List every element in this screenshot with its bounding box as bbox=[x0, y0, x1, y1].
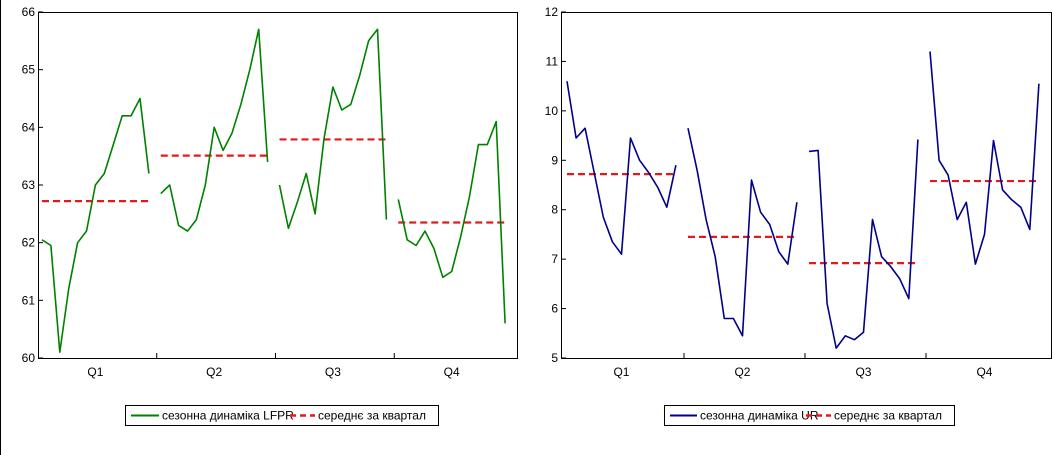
y-tick-label: 5 bbox=[551, 351, 558, 365]
x-tick-label: Q2 bbox=[206, 365, 222, 379]
y-tick-label: 62 bbox=[22, 236, 36, 250]
series-line-q1 bbox=[566, 81, 677, 255]
x-tick-label: Q1 bbox=[613, 365, 629, 379]
y-tick-label: 11 bbox=[546, 54, 559, 68]
ur-legend-label-mean: середнє за квартал bbox=[834, 409, 942, 423]
ur-y-axis: 5 6 7 8 9 10 11 12 bbox=[545, 5, 566, 365]
lfpr-chart: 60 61 62 63 64 65 66 Q1 Q2 Q3 Q4 сезонна динаміка… bbox=[22, 5, 518, 426]
x-tick-label: Q4 bbox=[444, 365, 460, 379]
ur-seasonal-lines bbox=[566, 51, 1040, 349]
lfpr-legend: сезонна динаміка LFPR середнє за квартал bbox=[125, 405, 439, 426]
series-line-q2 bbox=[687, 128, 798, 337]
y-tick-label: 61 bbox=[22, 293, 36, 307]
series-line-q4 bbox=[929, 51, 1040, 265]
y-tick-label: 60 bbox=[22, 351, 36, 365]
y-tick-label: 9 bbox=[551, 153, 558, 167]
lfpr-y-axis: 60 61 62 63 64 65 66 bbox=[22, 5, 43, 365]
ur-plot-frame bbox=[561, 12, 1052, 359]
ur-quarter-means bbox=[567, 173, 1039, 265]
series-line-q2 bbox=[160, 28, 269, 232]
y-tick-label: 66 bbox=[22, 5, 36, 19]
lfpr-seasonal-lines bbox=[41, 28, 506, 354]
ur-legend-label-series: сезонна динаміка UR bbox=[700, 409, 819, 423]
lfpr-x-axis: Q1 Q2 Q3 Q4 bbox=[87, 353, 460, 379]
series-line-q1 bbox=[41, 97, 150, 354]
series-line-q4 bbox=[397, 120, 506, 324]
x-tick-label: Q3 bbox=[325, 365, 341, 379]
y-tick-label: 12 bbox=[545, 5, 559, 19]
x-tick-label: Q1 bbox=[87, 365, 103, 379]
y-tick-label: 64 bbox=[22, 120, 36, 134]
x-tick-label: Q2 bbox=[734, 365, 750, 379]
y-tick-label: 8 bbox=[551, 203, 558, 217]
x-tick-label: Q4 bbox=[976, 365, 992, 379]
ur-chart: 5 6 7 8 9 10 11 12 Q1 Q2 Q3 Q4 сезонна динаміка UR… bbox=[545, 5, 1052, 426]
ur-legend: сезонна динаміка UR середнє за квартал bbox=[664, 405, 955, 426]
lfpr-legend-box bbox=[125, 405, 439, 426]
series-line-q3 bbox=[808, 139, 919, 349]
ur-x-axis: Q1 Q2 Q3 Q4 bbox=[613, 353, 993, 379]
lfpr-legend-label-series: сезонна динаміка LFPR bbox=[162, 409, 294, 423]
lfpr-legend-label-mean: середнє за квартал bbox=[318, 409, 426, 423]
y-tick-label: 65 bbox=[22, 63, 36, 77]
lfpr-plot-frame bbox=[38, 12, 518, 359]
y-tick-label: 7 bbox=[551, 252, 558, 266]
y-tick-label: 63 bbox=[22, 178, 36, 192]
y-tick-label: 6 bbox=[551, 302, 558, 316]
x-tick-label: Q3 bbox=[855, 365, 871, 379]
lfpr-quarter-means bbox=[42, 138, 506, 224]
series-line-q3 bbox=[278, 28, 388, 230]
y-tick-label: 10 bbox=[545, 104, 559, 118]
